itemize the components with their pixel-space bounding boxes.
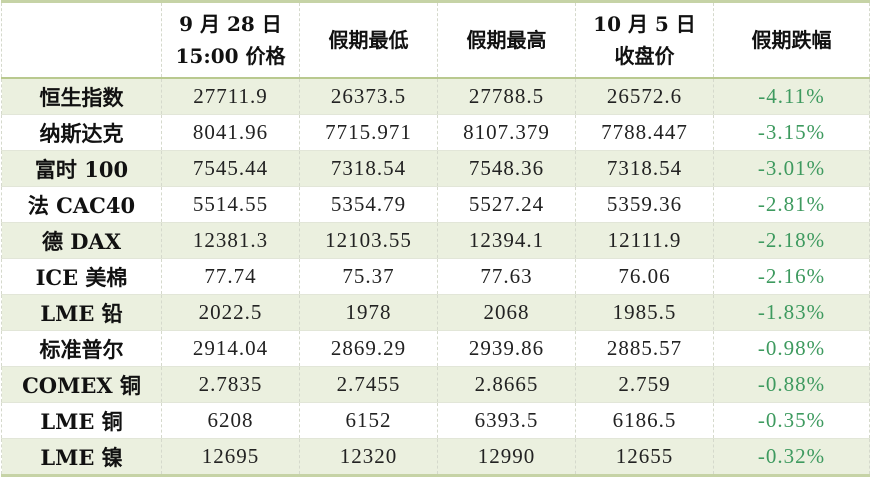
cell-name: LME 铜 — [1, 402, 162, 439]
cell-name: 富时 100 — [1, 150, 162, 187]
cell-sep28-price: 12381.3 — [161, 222, 300, 259]
cell-holiday-high: 12394.1 — [437, 222, 576, 259]
table-row: 德 DAX 12381.3 12103.55 12394.1 12111.9 -2.18% — [1, 222, 870, 259]
header-oct5-close: 10 月 5 日收盘价 — [575, 1, 714, 79]
header-text: 9 月 28 日 — [179, 12, 282, 36]
table-row: 富时 100 7545.44 7318.54 7548.36 7318.54 -3.01% — [1, 150, 870, 187]
cell-oct5-close: 12655 — [575, 438, 714, 476]
table-row: 标准普尔 2914.04 2869.29 2939.86 2885.57 -0.98% — [1, 330, 870, 367]
cell-holiday-change: -1.83% — [713, 294, 870, 331]
cell-name: ICE 美棉 — [1, 258, 162, 295]
header-sep28-price: 9 月 28 日 15:00 价格 — [161, 1, 300, 79]
cell-holiday-low: 75.37 — [299, 258, 438, 295]
header-text: 假期最低 — [328, 28, 409, 52]
cell-holiday-high: 8107.379 — [437, 114, 576, 151]
cell-name: 恒生指数 — [1, 78, 162, 115]
header-holiday-high: 假期最高 — [437, 1, 576, 79]
cell-holiday-low: 2869.29 — [299, 330, 438, 367]
cell-holiday-low: 2.7455 — [299, 366, 438, 403]
cell-oct5-close: 6186.5 — [575, 402, 714, 439]
cell-holiday-change: -2.18% — [713, 222, 870, 259]
header-text: 15:00 价格 — [175, 44, 286, 68]
cell-holiday-change: -0.32% — [713, 438, 870, 476]
cell-oct5-close: 2885.57 — [575, 330, 714, 367]
table-row: LME 铅 2022.5 1978 2068 1985.5 -1.83% — [1, 294, 870, 331]
cell-holiday-change: -3.15% — [713, 114, 870, 151]
cell-sep28-price: 6208 — [161, 402, 300, 439]
cell-oct5-close: 7318.54 — [575, 150, 714, 187]
header-text: 假期最高 — [466, 28, 547, 52]
cell-sep28-price: 2.7835 — [161, 366, 300, 403]
cell-holiday-high: 2939.86 — [437, 330, 576, 367]
header-name — [1, 1, 162, 79]
cell-name: 法 CAC40 — [1, 186, 162, 223]
cell-sep28-price: 2914.04 — [161, 330, 300, 367]
cell-holiday-change: -4.11% — [713, 78, 870, 115]
cell-sep28-price: 2022.5 — [161, 294, 300, 331]
cell-holiday-low: 6152 — [299, 402, 438, 439]
cell-holiday-high: 5527.24 — [437, 186, 576, 223]
cell-holiday-low: 5354.79 — [299, 186, 438, 223]
cell-holiday-high: 77.63 — [437, 258, 576, 295]
cell-sep28-price: 5514.55 — [161, 186, 300, 223]
cell-holiday-high: 2.8665 — [437, 366, 576, 403]
header-row: 9 月 28 日 15:00 价格 假期最低 假期最高 10 月 5 日收盘价 假期跌幅 — [1, 1, 870, 79]
cell-oct5-close: 76.06 — [575, 258, 714, 295]
cell-holiday-low: 12320 — [299, 438, 438, 476]
cell-holiday-high: 2068 — [437, 294, 576, 331]
cell-name: 标准普尔 — [1, 330, 162, 367]
cell-holiday-change: -0.88% — [713, 366, 870, 403]
cell-name: LME 镍 — [1, 438, 162, 476]
table-row: 恒生指数 27711.9 26373.5 27788.5 26572.6 -4.11% — [1, 78, 870, 115]
table-row: LME 铜 6208 6152 6393.5 6186.5 -0.35% — [1, 402, 870, 439]
cell-sep28-price: 77.74 — [161, 258, 300, 295]
table-row: COMEX 铜 2.7835 2.7455 2.8665 2.759 -0.88% — [1, 366, 870, 403]
header-text: 假期跌幅 — [751, 28, 832, 52]
cell-name: 德 DAX — [1, 222, 162, 259]
cell-oct5-close: 12111.9 — [575, 222, 714, 259]
cell-oct5-close: 1985.5 — [575, 294, 714, 331]
cell-holiday-change: -2.16% — [713, 258, 870, 295]
cell-holiday-high: 27788.5 — [437, 78, 576, 115]
cell-holiday-high: 6393.5 — [437, 402, 576, 439]
table-row: 纳斯达克 8041.96 7715.971 8107.379 7788.447 -3.15… — [1, 114, 870, 151]
table-row: 法 CAC40 5514.55 5354.79 5527.24 5359.36 -2.81… — [1, 186, 870, 223]
cell-holiday-change: -0.98% — [713, 330, 870, 367]
header-text: 10 月 5 日 — [593, 12, 696, 36]
cell-oct5-close: 26572.6 — [575, 78, 714, 115]
header-holiday-change: 假期跌幅 — [713, 1, 870, 79]
header-holiday-low: 假期最低 — [299, 1, 438, 79]
cell-holiday-low: 1978 — [299, 294, 438, 331]
header-text: 收盘价 — [614, 44, 675, 68]
table-row: LME 镍 12695 12320 12990 12655 -0.32% — [1, 438, 870, 476]
cell-name: LME 铅 — [1, 294, 162, 331]
cell-holiday-low: 12103.55 — [299, 222, 438, 259]
cell-name: COMEX 铜 — [1, 366, 162, 403]
cell-holiday-change: -3.01% — [713, 150, 870, 187]
cell-holiday-high: 12990 — [437, 438, 576, 476]
cell-sep28-price: 12695 — [161, 438, 300, 476]
cell-sep28-price: 27711.9 — [161, 78, 300, 115]
cell-holiday-change: -2.81% — [713, 186, 870, 223]
cell-holiday-change: -0.35% — [713, 402, 870, 439]
cell-oct5-close: 2.759 — [575, 366, 714, 403]
cell-holiday-low: 26373.5 — [299, 78, 438, 115]
cell-sep28-price: 8041.96 — [161, 114, 300, 151]
cell-sep28-price: 7545.44 — [161, 150, 300, 187]
cell-oct5-close: 7788.447 — [575, 114, 714, 151]
cell-name: 纳斯达克 — [1, 114, 162, 151]
cell-oct5-close: 5359.36 — [575, 186, 714, 223]
cell-holiday-low: 7318.54 — [299, 150, 438, 187]
cell-holiday-low: 7715.971 — [299, 114, 438, 151]
cell-holiday-high: 7548.36 — [437, 150, 576, 187]
table-row: ICE 美棉 77.74 75.37 77.63 76.06 -2.16% — [1, 258, 870, 295]
